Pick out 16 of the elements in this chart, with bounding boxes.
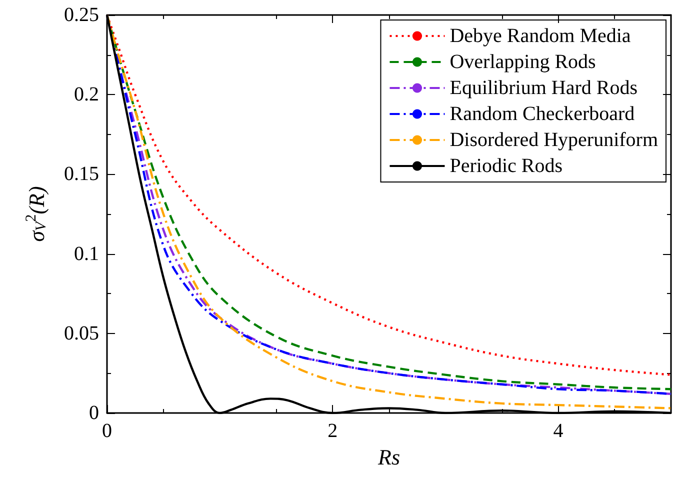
y-tick-label: 0.1 — [74, 242, 99, 265]
y-tick-label: 0.2 — [74, 84, 99, 106]
legend-label: Overlapping Rods — [450, 51, 596, 73]
x-axis-title: Rs — [377, 444, 400, 470]
legend-label: Equilibrium Hard Rods — [450, 77, 638, 99]
y-tick-label: 0.25 — [64, 4, 99, 26]
legend-label: Periodic Rods — [450, 155, 563, 177]
y-tick-label: 0 — [89, 402, 99, 424]
y-axis-title: σV2(R) — [24, 186, 50, 242]
x-tick-label: 4 — [553, 420, 564, 442]
y-tick-label: 0.15 — [64, 163, 99, 186]
legend-label: Random Checkerboard — [450, 103, 635, 125]
x-tick-label: 2 — [328, 420, 338, 442]
legend-label: Disordered Hyperuniform — [450, 129, 658, 151]
legend-label: Debye Random Media — [450, 25, 631, 47]
y-tick-label: 0.05 — [64, 322, 99, 344]
